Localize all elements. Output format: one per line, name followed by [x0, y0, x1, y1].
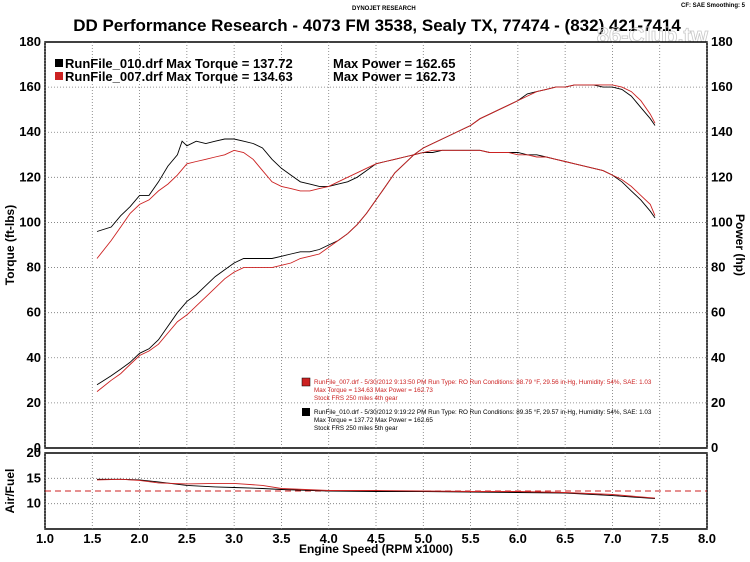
y2-axis-label: Power (hp): [733, 214, 747, 276]
y-tick-label: 40: [27, 350, 41, 365]
main-series-group: [96, 84, 656, 392]
legend-entry-runfile-007: RunFile_007.drf Max Torque = 134.63: [65, 69, 293, 84]
legend-power-runfile-010: Max Power = 162.65: [333, 56, 456, 71]
legend-entry-runfile-010: RunFile_010.drf Max Torque = 137.72: [65, 56, 293, 71]
run-info-007-line2: Max Torque = 134.63 Max Power = 162.73: [314, 387, 433, 394]
af-y-tick-label: 15: [27, 470, 41, 485]
y2-tick-label: 0: [711, 440, 718, 455]
af-y-tick-labels: 20 15 10: [27, 445, 41, 511]
y-tick-label: 140: [19, 124, 41, 139]
y2-tick-label: 180: [711, 34, 733, 49]
header-center-label: DYNOJET RESEARCH: [352, 6, 416, 12]
x-tick-label: 1.5: [83, 531, 101, 546]
x-tick-label: 3.0: [225, 531, 243, 546]
y-tick-label: 100: [19, 214, 41, 229]
header-right-label: CF: SAE Smoothing: 5: [681, 3, 746, 9]
y-tick-label: 0: [34, 440, 41, 455]
run-info-swatch-010: [302, 408, 310, 416]
x-tick-labels: 1.0 1.5 2.0 2.5 3.0 3.5 4.0 4.5 5.0 5.5 6.0 6.5 7.0 7…: [36, 531, 716, 546]
run-info-010: RunFile_010.drf - 5/30/2012 9:19:22 PM R…: [302, 408, 652, 432]
y2-tick-label: 20: [711, 395, 725, 410]
y2-tick-label: 80: [711, 260, 725, 275]
x-tick-label: 1.0: [36, 531, 54, 546]
run-info-007-line3: Stock FRS 250 miles 4th gear: [314, 395, 398, 402]
series-line-1: [96, 149, 656, 259]
main-y-tick-labels: 0 20 40 60 80 100 120 140 160 180: [19, 34, 41, 455]
legend-swatch-runfile-007: [55, 72, 63, 80]
y2-tick-label: 120: [711, 169, 733, 184]
series-line-3: [96, 84, 656, 392]
x-tick-label: 6.5: [556, 531, 574, 546]
run-info-010-line2: Max Torque = 137.72 Max Power = 162.65: [314, 417, 433, 424]
x-tick-label: 4.0: [320, 531, 338, 546]
y-axis-label: Torque (ft-lbs): [3, 205, 17, 285]
main-grid: [44, 42, 708, 448]
main-y2-tick-labels: 0 20 40 60 80 100 120 140 160 180: [711, 34, 733, 455]
af-series-line-0: [97, 478, 656, 500]
af-y-tick-label: 20: [27, 445, 41, 460]
y2-tick-label: 160: [711, 79, 733, 94]
af-series-line-1: [96, 478, 656, 499]
run-info-swatch-007: [301, 377, 311, 387]
chart-title: DD Performance Research - 4073 FM 3538, …: [73, 16, 681, 35]
run-info-010-line1: RunFile_010.drf - 5/30/2012 9:19:22 PM R…: [314, 408, 652, 416]
x-tick-label: 7.0: [603, 531, 621, 546]
y-tick-label: 20: [27, 395, 41, 410]
x-axis-label: Engine Speed (RPM x1000): [299, 542, 453, 556]
legend-power-runfile-007: Max Power = 162.73: [333, 69, 456, 84]
legend-swatch-runfile-010: [55, 59, 63, 67]
af-grid: [44, 453, 708, 529]
y-tick-label: 80: [27, 260, 41, 275]
y-tick-label: 180: [19, 34, 41, 49]
x-tick-label: 4.5: [367, 531, 385, 546]
x-tick-label: 5.5: [462, 531, 480, 546]
af-y-tick-label: 10: [27, 496, 41, 511]
y2-tick-label: 100: [711, 214, 733, 229]
legend: RunFile_010.drf Max Torque = 137.72 Max …: [55, 56, 456, 84]
x-tick-label: 3.5: [272, 531, 290, 546]
run-info-010-line3: Stock FRS 250 miles 5th gear: [314, 425, 398, 432]
y2-tick-label: 40: [711, 350, 725, 365]
x-tick-label: 5.0: [414, 531, 432, 546]
af-y-axis-label: Air/Fuel: [3, 469, 17, 514]
x-tick-label: 8.0: [698, 531, 716, 546]
main-plot-area: [44, 41, 708, 449]
y2-tick-label: 60: [711, 305, 725, 320]
run-info-007: RunFile_007.drf - 5/30/2012 9:13:50 PM R…: [301, 377, 652, 402]
y-tick-label: 60: [27, 305, 41, 320]
run-info-007-line1: RunFile_007.drf - 5/30/2012 9:13:50 PM R…: [314, 378, 652, 386]
x-tick-label: 6.0: [509, 531, 527, 546]
y-tick-label: 120: [19, 169, 41, 184]
af-series-group: [96, 478, 656, 500]
y-tick-label: 160: [19, 79, 41, 94]
x-tick-label: 7.5: [651, 531, 669, 546]
x-tick-label: 2.0: [131, 531, 149, 546]
y2-tick-label: 140: [711, 124, 733, 139]
x-tick-label: 2.5: [178, 531, 196, 546]
